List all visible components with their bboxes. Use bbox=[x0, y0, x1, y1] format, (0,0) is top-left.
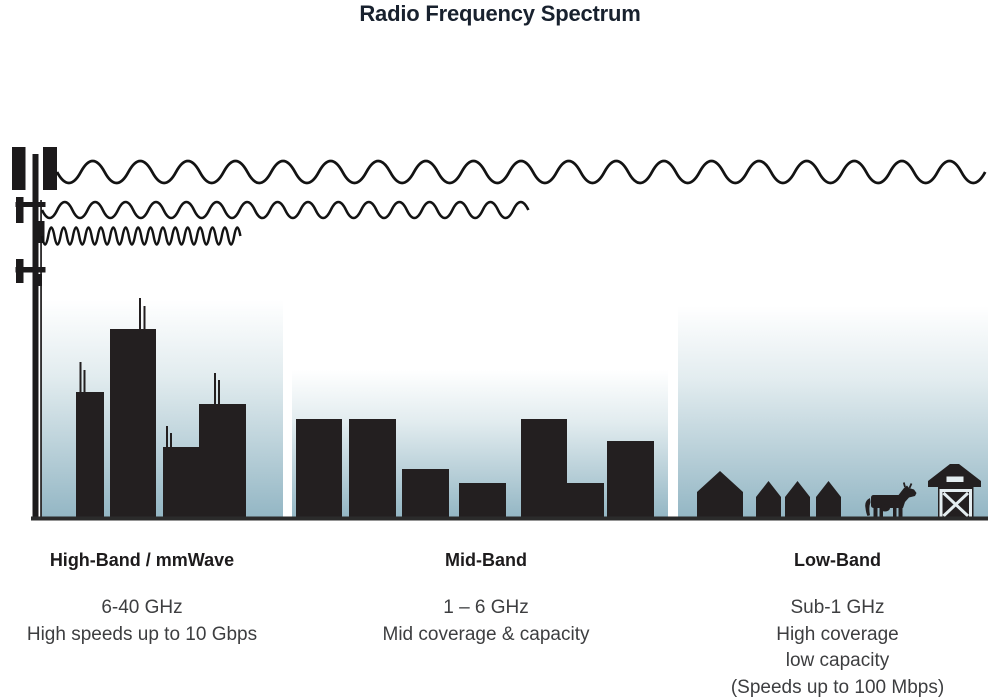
high-band-description: High speeds up to 10 Gbps bbox=[26, 623, 258, 645]
rural-scene-icon bbox=[697, 464, 981, 520]
low-band-label: Low-Band Sub-1 GHz High coverage low cap… bbox=[707, 550, 968, 700]
rooftop-antenna-icon bbox=[79, 298, 220, 447]
long-wavelength-wave-icon bbox=[55, 159, 987, 185]
short-wavelength-wave-icon bbox=[40, 226, 242, 246]
page-title: Radio Frequency Spectrum bbox=[359, 1, 641, 26]
houses-icon bbox=[697, 471, 841, 520]
low-band-capacity: low capacity bbox=[785, 650, 890, 672]
low-band-heading: Low-Band bbox=[794, 550, 881, 570]
mid-band-frequency: 1 – 6 GHz bbox=[443, 597, 529, 618]
barn-icon bbox=[928, 464, 981, 520]
city-skyline-icon bbox=[76, 298, 246, 520]
mid-band-heading: Mid-Band bbox=[445, 550, 527, 570]
cell-tower-icon bbox=[12, 147, 57, 520]
midrise-skyline-icon bbox=[296, 419, 654, 520]
high-band-heading: High-Band / mmWave bbox=[49, 550, 235, 570]
radio-waves bbox=[40, 159, 987, 246]
mid-band-description: Mid coverage & capacity bbox=[382, 623, 590, 645]
cow-icon bbox=[865, 482, 917, 519]
ground-line bbox=[31, 516, 988, 521]
low-band-frequency: Sub-1 GHz bbox=[790, 597, 885, 618]
medium-wavelength-wave-icon bbox=[40, 200, 530, 220]
high-band-label: High-Band / mmWave 6-40 GHz High speeds … bbox=[12, 550, 272, 648]
low-band-coverage: High coverage bbox=[776, 623, 899, 645]
high-band-frequency: 6-40 GHz bbox=[101, 597, 183, 618]
spectrum-graphic bbox=[12, 147, 988, 521]
low-band-speed: (Speeds up to 100 Mbps) bbox=[730, 676, 945, 698]
mid-band-label: Mid-Band 1 – 6 GHz Mid coverage & capaci… bbox=[356, 550, 616, 648]
